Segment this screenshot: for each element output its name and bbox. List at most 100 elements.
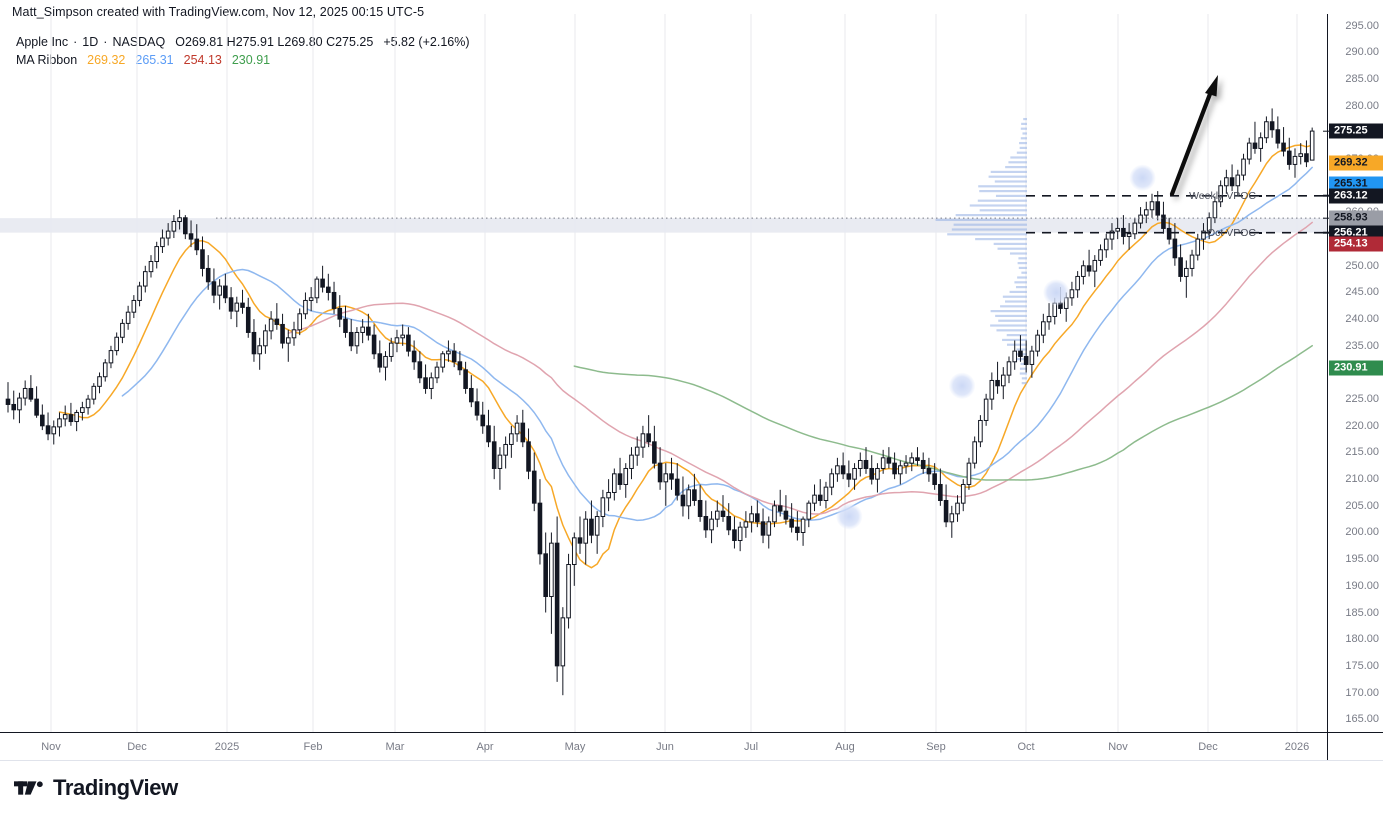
candle-body-up xyxy=(257,345,262,355)
candle-body-up xyxy=(852,467,857,480)
candle-body-down xyxy=(863,459,869,469)
candle-body-up xyxy=(51,426,57,435)
candle-body-up xyxy=(583,518,589,544)
candle-body-down xyxy=(205,267,211,283)
time-tick: Sep xyxy=(926,741,946,753)
candle-body-up xyxy=(17,397,22,411)
pullback-marker-1[interactable] xyxy=(836,503,863,530)
candle-body-up xyxy=(989,379,995,400)
volume-profile-bar xyxy=(990,170,1027,173)
legend-interval[interactable]: 1D xyxy=(82,35,99,49)
chart-plot-area[interactable] xyxy=(0,14,1327,732)
legend-symbol[interactable]: Apple Inc xyxy=(16,35,69,49)
volume-profile-bar xyxy=(951,228,1027,231)
pullback-marker-2[interactable] xyxy=(949,372,976,399)
candle-body-down xyxy=(932,473,937,485)
pullback-marker-4[interactable] xyxy=(1129,164,1156,191)
candle-body-up xyxy=(1029,350,1035,365)
candle-body-up xyxy=(383,355,388,368)
candle-body-up xyxy=(875,467,880,480)
candle-body-down xyxy=(451,350,457,363)
candle-body-down xyxy=(457,361,463,371)
volume-profile-bar xyxy=(1005,300,1027,303)
price-tick: 220.00 xyxy=(1345,419,1379,432)
candle-body-down xyxy=(669,473,674,480)
candle-body-up xyxy=(74,411,79,423)
arrow-shaft xyxy=(1169,83,1216,197)
legend-indicator-name[interactable]: MA Ribbon xyxy=(16,53,78,67)
candle-body-down xyxy=(1166,227,1172,240)
candle-body-up xyxy=(1195,238,1201,256)
pullback-marker-3[interactable] xyxy=(1043,279,1070,306)
price-tick: 225.00 xyxy=(1345,393,1379,406)
candle-body-up xyxy=(160,237,165,248)
volume-profile-bar xyxy=(1005,165,1027,169)
candle-body-up xyxy=(972,441,977,464)
value-area-band xyxy=(0,218,1327,233)
volume-profile-bar xyxy=(1019,141,1027,145)
candle-body-down xyxy=(463,369,468,389)
candle-body-down xyxy=(45,425,51,435)
candle-body-down xyxy=(869,467,875,480)
candle-body-down xyxy=(1161,214,1166,229)
candle-body-down xyxy=(1304,153,1309,163)
volume-profile-bar xyxy=(1019,367,1027,370)
candle-body-up xyxy=(743,521,749,528)
candle-body-up xyxy=(800,518,806,533)
candle-body-up xyxy=(171,221,177,232)
volume-profile-group xyxy=(935,117,1027,385)
price-tick: 295.00 xyxy=(1345,19,1379,32)
price-axis[interactable]: 295.00290.00285.00280.00275.00270.00265.… xyxy=(1323,14,1383,732)
candle-body-down xyxy=(720,510,726,517)
candle-body-up xyxy=(1241,158,1246,176)
candle-body-up xyxy=(1218,185,1223,203)
candle-body-down xyxy=(406,334,411,352)
time-axis[interactable]: Nov Dec 2025 Feb Mar Apr May Jun Jul Aug Sep Oct Nov… xyxy=(0,732,1327,760)
candle-body-up xyxy=(165,230,171,239)
candle-body-up xyxy=(812,494,817,504)
candle-body-up xyxy=(1309,130,1315,161)
time-tick: Nov xyxy=(1108,741,1128,753)
candle-body-up xyxy=(509,433,514,445)
candle-body-down xyxy=(331,291,337,309)
candle-body-down xyxy=(320,278,325,288)
volume-profile-bar xyxy=(1002,295,1027,298)
candle-body-up xyxy=(125,311,131,324)
time-tick: Dec xyxy=(127,741,147,753)
candle-body-down xyxy=(417,361,423,379)
candle-body-down xyxy=(480,414,486,427)
candle-body-down xyxy=(1275,129,1281,144)
candle-body-up xyxy=(268,318,274,332)
candle-body-up xyxy=(22,387,28,399)
volume-profile-bar xyxy=(1015,286,1027,289)
price-label-orange: 269.32 xyxy=(1329,155,1383,171)
price-tick: 250.00 xyxy=(1345,259,1379,272)
candle-body-down xyxy=(200,249,205,269)
candle-body-up xyxy=(1109,230,1115,240)
price-label-tail xyxy=(1323,130,1329,132)
candle-body-down xyxy=(777,505,783,512)
chart-canvas xyxy=(0,14,1327,732)
candle-body-down xyxy=(817,494,823,501)
candle-body-down xyxy=(11,403,17,411)
candlesticks-group xyxy=(5,108,1315,696)
candle-body-up xyxy=(62,414,68,420)
candle-body-down xyxy=(474,401,480,416)
markers-group xyxy=(836,164,1156,530)
candle-body-up xyxy=(428,377,434,389)
candle-body-down xyxy=(377,353,383,368)
candle-body-up xyxy=(983,398,989,421)
price-tick: 195.00 xyxy=(1345,553,1379,566)
price-tick: 290.00 xyxy=(1345,46,1379,59)
arrow-annotation-group xyxy=(1169,75,1218,197)
candle-body-up xyxy=(297,313,303,331)
candle-body-down xyxy=(28,387,34,400)
candle-body-down xyxy=(526,441,531,472)
candle-body-down xyxy=(211,281,217,296)
volume-profile-bar xyxy=(977,199,1027,202)
time-tick: Jun xyxy=(656,741,674,753)
volume-profile-bar xyxy=(1016,358,1027,361)
volume-profile-bar xyxy=(1009,290,1027,294)
price-tick: 285.00 xyxy=(1345,73,1379,86)
footer-divider xyxy=(0,760,1383,761)
